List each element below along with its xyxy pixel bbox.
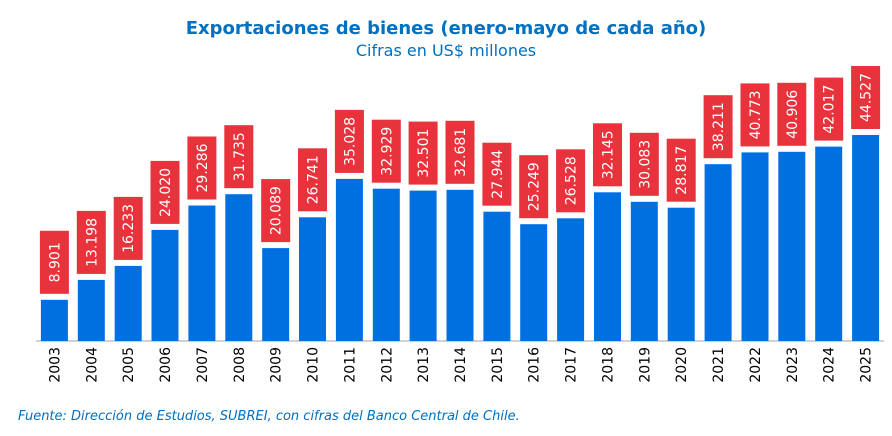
bar-2009 bbox=[262, 248, 290, 341]
bar-2012 bbox=[372, 188, 400, 341]
x-tick-label-2009: 2009 bbox=[269, 347, 285, 383]
bar-2006 bbox=[151, 229, 179, 341]
x-tick-label-2006: 2006 bbox=[158, 347, 174, 383]
x-tick-label-2024: 2024 bbox=[822, 347, 838, 383]
data-label-box-2005 bbox=[113, 196, 143, 260]
source-note: Fuente: Dirección de Estudios, SUBREI, c… bbox=[18, 409, 520, 424]
bar-2004 bbox=[77, 279, 105, 341]
x-tick-label-2020: 2020 bbox=[674, 347, 690, 383]
bar-2015 bbox=[483, 211, 511, 341]
chart-title: Exportaciones de bienes (enero-mayo de c… bbox=[185, 18, 707, 39]
data-label-box-2011 bbox=[334, 109, 364, 173]
bar-2018 bbox=[594, 192, 621, 341]
data-label-box-2007 bbox=[187, 136, 217, 200]
data-label-box-2012 bbox=[371, 119, 401, 183]
data-label-2006: 24.020 bbox=[158, 168, 174, 217]
bar-2020 bbox=[667, 207, 695, 341]
x-tick-label-2025: 2025 bbox=[859, 347, 875, 383]
x-tick-label-2015: 2015 bbox=[490, 347, 506, 383]
x-tick-label-2016: 2016 bbox=[527, 347, 543, 383]
data-label-2013: 32.501 bbox=[416, 129, 432, 178]
data-label-2008: 31.735 bbox=[232, 132, 248, 181]
data-label-2010: 26.741 bbox=[306, 155, 322, 204]
x-tick-label-2014: 2014 bbox=[453, 347, 469, 383]
data-label-box-2023 bbox=[777, 82, 807, 146]
data-label-box-2010 bbox=[298, 148, 327, 212]
x-tick-label-2010: 2010 bbox=[306, 347, 322, 383]
bar-2022 bbox=[741, 152, 769, 341]
bar-2025 bbox=[852, 135, 880, 341]
x-tick-label-2013: 2013 bbox=[416, 347, 432, 383]
data-label-box-2021 bbox=[703, 95, 733, 159]
x-tick-label-2017: 2017 bbox=[564, 347, 580, 383]
data-label-2007: 29.286 bbox=[195, 143, 211, 192]
bar-2014 bbox=[446, 189, 474, 341]
data-label-2016: 25.249 bbox=[527, 162, 543, 211]
bar-2003 bbox=[40, 299, 68, 341]
x-tick-label-2019: 2019 bbox=[637, 347, 653, 383]
bar-2005 bbox=[114, 265, 142, 341]
bar-2013 bbox=[409, 190, 437, 341]
data-label-2009: 20.089 bbox=[269, 186, 285, 235]
data-label-box-2018 bbox=[593, 123, 622, 187]
bar-2011 bbox=[335, 178, 363, 341]
data-label-box-2024 bbox=[814, 77, 844, 141]
bar-2010 bbox=[299, 217, 326, 341]
data-label-box-2015 bbox=[482, 142, 512, 206]
data-label-box-2014 bbox=[445, 120, 475, 184]
data-label-2025: 44.527 bbox=[859, 73, 875, 122]
data-label-box-2025 bbox=[851, 66, 881, 129]
data-label-2005: 16.233 bbox=[121, 204, 137, 253]
data-label-box-2013 bbox=[408, 121, 438, 185]
x-tick-label-2022: 2022 bbox=[748, 347, 764, 383]
data-label-box-2022 bbox=[740, 83, 770, 147]
data-label-box-2003 bbox=[39, 230, 69, 294]
data-label-box-2006 bbox=[150, 160, 180, 224]
data-label-box-2008 bbox=[224, 125, 254, 189]
data-label-2023: 40.906 bbox=[785, 90, 801, 139]
x-tick-label-2008: 2008 bbox=[232, 347, 248, 383]
data-label-2017: 26.528 bbox=[564, 156, 580, 205]
x-tick-label-2012: 2012 bbox=[379, 347, 395, 383]
data-label-box-2020 bbox=[666, 138, 696, 202]
data-label-2004: 13.198 bbox=[84, 218, 100, 267]
x-tick-label-2011: 2011 bbox=[342, 347, 358, 383]
x-tick-label-2005: 2005 bbox=[121, 347, 137, 383]
bar-2023 bbox=[778, 151, 806, 341]
data-label-box-2004 bbox=[76, 210, 106, 274]
x-tick-label-2021: 2021 bbox=[711, 347, 727, 383]
bar-2021 bbox=[704, 164, 732, 341]
bar-2017 bbox=[557, 218, 585, 341]
data-label-2012: 32.929 bbox=[379, 127, 395, 176]
bar-2016 bbox=[520, 224, 548, 341]
data-label-2022: 40.773 bbox=[748, 90, 764, 139]
x-tick-label-2004: 2004 bbox=[84, 347, 100, 383]
data-label-box-2019 bbox=[629, 132, 659, 196]
data-label-box-2017 bbox=[556, 149, 586, 213]
x-tick-label-2023: 2023 bbox=[785, 347, 801, 383]
x-tick-label-2003: 2003 bbox=[47, 347, 63, 383]
bar-2024 bbox=[815, 146, 843, 341]
x-tick-label-2007: 2007 bbox=[195, 347, 211, 383]
bar-2007 bbox=[188, 205, 216, 341]
data-label-2020: 28.817 bbox=[674, 146, 690, 195]
data-label-2024: 42.017 bbox=[822, 85, 838, 134]
bar-2019 bbox=[630, 201, 658, 341]
data-label-box-2016 bbox=[519, 155, 549, 219]
data-label-2019: 30.083 bbox=[637, 140, 653, 189]
data-label-2018: 32.145 bbox=[601, 130, 617, 179]
chart-subtitle: Cifras en US$ millones bbox=[355, 41, 537, 60]
x-tick-label-2018: 2018 bbox=[601, 347, 617, 383]
bar-2008 bbox=[225, 194, 253, 341]
data-label-2021: 38.211 bbox=[711, 102, 727, 151]
data-label-2011: 35.028 bbox=[342, 117, 358, 166]
data-label-2015: 27.944 bbox=[490, 150, 506, 199]
data-label-2003: 8.901 bbox=[47, 242, 63, 282]
data-label-2014: 32.681 bbox=[453, 128, 469, 177]
data-label-box-2009 bbox=[261, 179, 291, 243]
